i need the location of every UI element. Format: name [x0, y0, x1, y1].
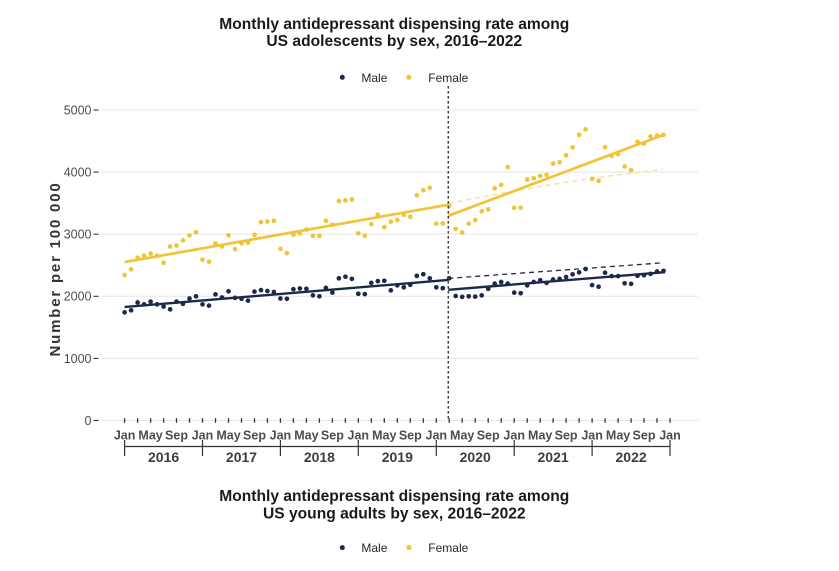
svg-text:2018: 2018 [304, 449, 335, 465]
svg-text:Jan: Jan [192, 429, 214, 443]
svg-text:Jan: Jan [270, 429, 292, 443]
svg-text:2020: 2020 [460, 449, 491, 465]
svg-text:May: May [294, 429, 318, 443]
svg-text:3000: 3000 [64, 228, 92, 242]
svg-text:4000: 4000 [64, 166, 92, 180]
svg-text:Female: Female [428, 541, 468, 555]
svg-text:Jan: Jan [659, 429, 681, 443]
svg-text:Sep: Sep [165, 429, 188, 443]
svg-text:May: May [138, 429, 162, 443]
svg-text:2016: 2016 [148, 449, 179, 465]
svg-text:Male: Male [361, 71, 387, 85]
svg-text:Sep: Sep [477, 429, 500, 443]
svg-text:Sep: Sep [399, 429, 422, 443]
svg-text:2000: 2000 [64, 290, 92, 304]
svg-text:0: 0 [85, 414, 92, 428]
svg-text:2019: 2019 [382, 449, 413, 465]
svg-text:Number per 100 000: Number per 100 000 [47, 182, 64, 357]
svg-text:Sep: Sep [243, 429, 266, 443]
svg-text:Monthly antidepressant dispens: Monthly antidepressant dispensing rate a… [219, 16, 569, 33]
svg-text:May: May [372, 429, 396, 443]
svg-text:May: May [450, 429, 474, 443]
svg-text:May: May [606, 429, 630, 443]
svg-text:US young adults by sex, 2016–2: US young adults by sex, 2016–2022 [263, 505, 526, 522]
svg-text:Male: Male [361, 541, 387, 555]
svg-text:Sep: Sep [555, 429, 578, 443]
svg-text:2017: 2017 [226, 449, 257, 465]
svg-text:1000: 1000 [64, 352, 92, 366]
svg-text:Jan: Jan [503, 429, 525, 443]
svg-text:2021: 2021 [538, 449, 569, 465]
svg-text:Jan: Jan [426, 429, 448, 443]
svg-text:May: May [216, 429, 240, 443]
svg-text:US adolescents by sex, 2016–20: US adolescents by sex, 2016–2022 [266, 33, 522, 50]
svg-text:2022: 2022 [616, 449, 647, 465]
svg-text:Jan: Jan [581, 429, 603, 443]
svg-text:Sep: Sep [321, 429, 344, 443]
svg-text:Jan: Jan [114, 429, 136, 443]
svg-text:May: May [528, 429, 552, 443]
svg-text:Jan: Jan [348, 429, 370, 443]
svg-text:5000: 5000 [64, 103, 92, 117]
svg-text:Sep: Sep [633, 429, 656, 443]
svg-text:Female: Female [428, 71, 468, 85]
svg-text:Monthly antidepressant dispens: Monthly antidepressant dispensing rate a… [219, 488, 569, 505]
